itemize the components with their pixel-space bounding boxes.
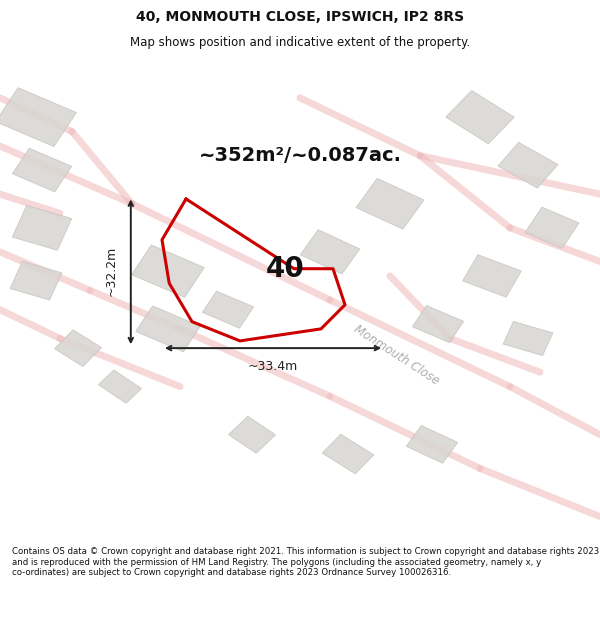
Bar [13,148,71,192]
Bar [10,261,62,300]
Text: 40: 40 [266,255,304,282]
Bar [503,321,553,356]
Bar [322,434,374,474]
Text: ~352m²/~0.087ac.: ~352m²/~0.087ac. [199,146,401,165]
Text: ~32.2m: ~32.2m [104,246,118,296]
Bar [406,426,458,463]
Bar [131,245,205,298]
Text: Map shows position and indicative extent of the property.: Map shows position and indicative extent… [130,36,470,49]
Bar [136,306,200,352]
Bar [356,178,424,229]
Bar [463,255,521,297]
Bar [498,142,558,188]
Bar [0,88,76,146]
Bar [300,230,360,274]
Text: 40, MONMOUTH CLOSE, IPSWICH, IP2 8RS: 40, MONMOUTH CLOSE, IPSWICH, IP2 8RS [136,9,464,24]
Bar [412,306,464,343]
Bar [229,416,275,453]
Text: ~33.4m: ~33.4m [248,360,298,373]
Bar [12,206,72,250]
Bar [55,330,101,366]
Bar [446,91,514,144]
Bar [98,370,142,403]
Bar [202,291,254,328]
Text: Monmouth Close: Monmouth Close [351,323,441,388]
Bar [525,207,579,249]
Text: Contains OS data © Crown copyright and database right 2021. This information is : Contains OS data © Crown copyright and d… [12,548,599,577]
